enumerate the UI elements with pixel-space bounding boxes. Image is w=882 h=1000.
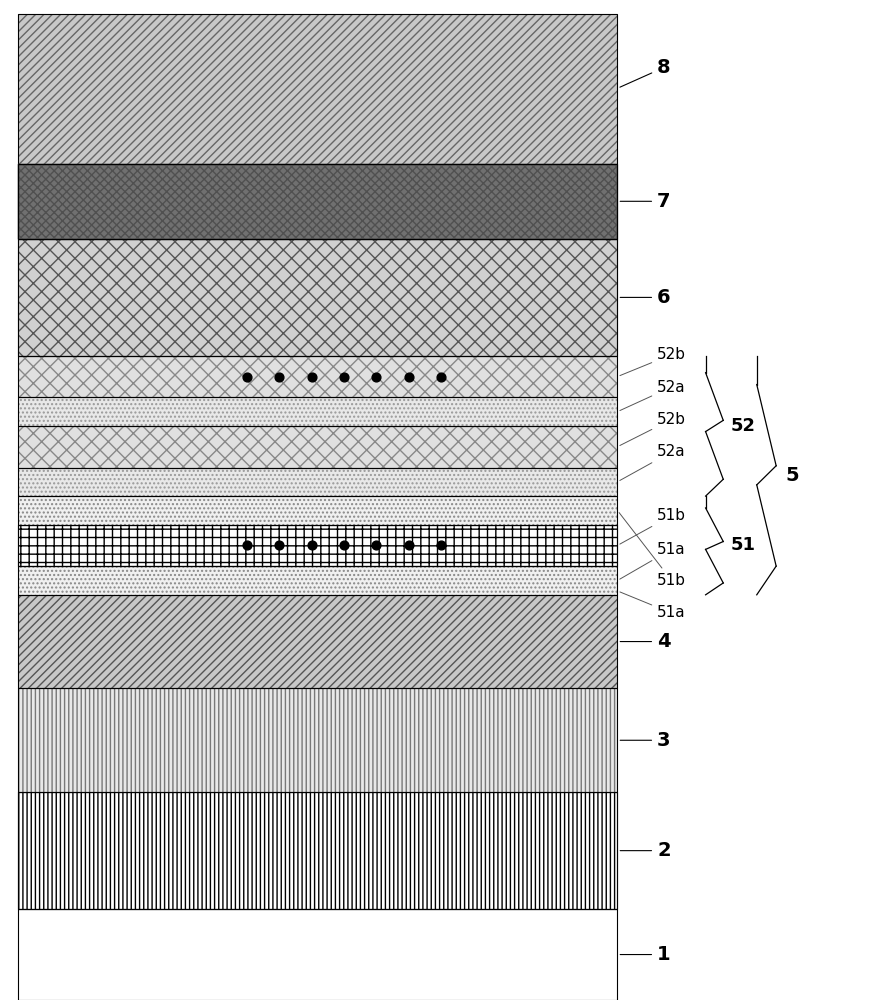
Text: 52a: 52a: [620, 444, 685, 480]
Bar: [18, 426, 617, 468]
Bar: [18, 525, 617, 566]
Point: [401, 537, 415, 553]
Point: [370, 537, 384, 553]
Bar: [18, 164, 617, 239]
Bar: [18, 164, 617, 239]
Bar: [18, 239, 617, 356]
Point: [337, 369, 351, 385]
Bar: [18, 909, 617, 1000]
Bar: [18, 525, 617, 566]
Text: 51b: 51b: [619, 513, 686, 588]
Point: [370, 369, 384, 385]
Bar: [18, 468, 617, 496]
Point: [434, 369, 448, 385]
Text: 51a: 51a: [620, 592, 685, 620]
Point: [401, 369, 415, 385]
Text: 51a: 51a: [620, 542, 685, 579]
Bar: [18, 468, 617, 496]
Text: 4: 4: [620, 632, 670, 651]
Bar: [18, 792, 617, 909]
Bar: [18, 566, 617, 595]
Point: [240, 369, 254, 385]
Text: 51b: 51b: [620, 508, 686, 544]
Text: 7: 7: [620, 192, 670, 211]
Bar: [18, 566, 617, 595]
Bar: [18, 164, 617, 239]
Text: 6: 6: [620, 288, 670, 307]
Text: 5: 5: [785, 466, 798, 485]
Point: [273, 369, 287, 385]
Text: 52b: 52b: [620, 412, 686, 446]
Bar: [18, 426, 617, 468]
Bar: [18, 688, 617, 792]
Bar: [18, 496, 617, 525]
Point: [240, 537, 254, 553]
Bar: [18, 688, 617, 792]
Text: 52: 52: [730, 417, 755, 435]
Text: 8: 8: [620, 58, 670, 87]
Point: [304, 369, 318, 385]
Point: [434, 537, 448, 553]
Bar: [18, 239, 617, 356]
Bar: [18, 164, 617, 239]
Bar: [18, 595, 617, 688]
Text: 52b: 52b: [620, 347, 686, 376]
Bar: [18, 397, 617, 426]
Text: 2: 2: [620, 841, 670, 860]
Bar: [18, 356, 617, 397]
Point: [273, 537, 287, 553]
Point: [304, 537, 318, 553]
Bar: [18, 496, 617, 525]
Bar: [18, 397, 617, 426]
Bar: [18, 595, 617, 688]
Text: 1: 1: [620, 945, 670, 964]
Bar: [18, 356, 617, 397]
Bar: [18, 14, 617, 164]
Bar: [18, 14, 617, 164]
Bar: [18, 792, 617, 909]
Text: 3: 3: [620, 731, 670, 750]
Text: 51: 51: [730, 536, 755, 554]
Bar: [18, 909, 617, 1000]
Point: [337, 537, 351, 553]
Text: 52a: 52a: [620, 380, 685, 411]
